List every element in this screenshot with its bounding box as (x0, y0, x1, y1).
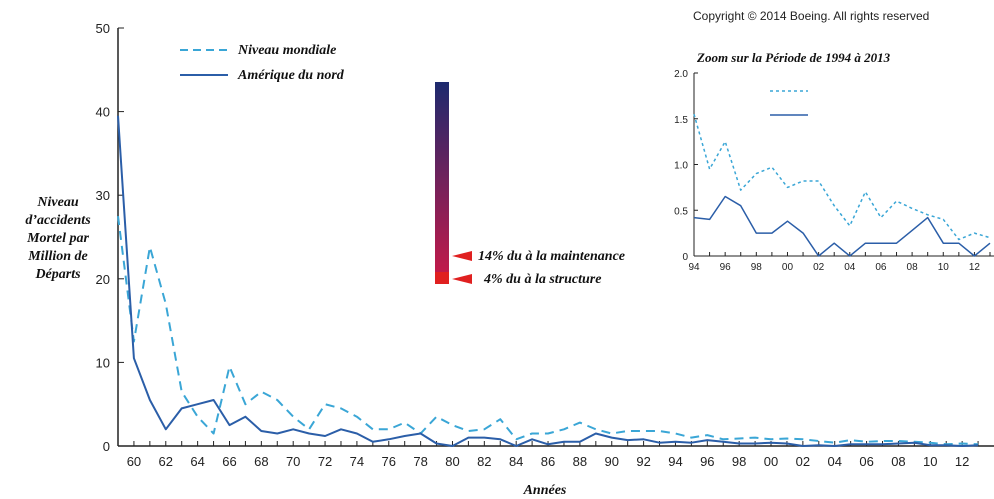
inset-title: Zoom sur la Période de 1994 à 2013 (696, 50, 891, 65)
inset-y-tick-label: 1.5 (674, 115, 688, 126)
main-series-group (117, 115, 979, 447)
main-y-label-line: Niveau (36, 195, 78, 210)
zoom-inset: Zoom sur la Période de 1994 à 2013 0 0.5 1… (662, 38, 994, 273)
main-legend: Niveau mondiale Amérique du nord (180, 43, 345, 83)
main-x-tick-label: 84 (509, 454, 523, 469)
main-series-na-line (117, 115, 979, 447)
main-x-tick-label: 62 (159, 454, 173, 469)
inset-x-tick-label: 98 (751, 262, 763, 273)
main-x-tick-label: 66 (222, 454, 236, 469)
main-y-tick-label: 50 (96, 21, 110, 36)
main-x-tick-label: 00 (764, 454, 778, 469)
main-x-tick-label: 90 (605, 454, 619, 469)
main-y-label-line: Départs (34, 267, 81, 282)
main-x-tick-label: 86 (541, 454, 555, 469)
main-x-tick-label: 06 (859, 454, 873, 469)
legend-world-label: Niveau mondiale (237, 43, 336, 58)
cause-structure-block (435, 272, 449, 284)
main-y-tick-label: 30 (96, 188, 110, 203)
cause-bar: 14% du à la maintenance 4% du à la struc… (435, 82, 625, 287)
cause-gradient-bar (435, 82, 449, 272)
main-y-label-line: Million de (27, 249, 88, 264)
inset-x-tick-label: 94 (688, 262, 700, 273)
main-series-world-line (117, 215, 979, 446)
inset-y-tick-label: 2.0 (674, 69, 688, 80)
main-x-tick-label: 02 (796, 454, 810, 469)
main-x-tick-label: 82 (477, 454, 491, 469)
main-x-tick-label: 60 (127, 454, 141, 469)
main-x-tick-label: 94 (668, 454, 682, 469)
main-y-tick-label: 40 (96, 105, 110, 120)
main-x-tick-label: 88 (573, 454, 587, 469)
main-x-tick-label: 98 (732, 454, 746, 469)
inset-y-tick-label: 0 (682, 252, 688, 263)
inset-x-tick-label: 96 (720, 262, 732, 273)
main-x-tick-label: 04 (827, 454, 841, 469)
inset-x-tick-label: 00 (782, 262, 794, 273)
inset-x-tick-label: 06 (875, 262, 887, 273)
inset-series-group (693, 113, 991, 257)
inset-x-tick-label: 02 (813, 262, 825, 273)
main-x-label: Années (523, 483, 567, 498)
main-x-tick-label: 80 (445, 454, 459, 469)
inset-series-world-line (693, 113, 991, 241)
main-y-label: Niveau d’accidents Mortel par Million de Dép… (25, 195, 91, 282)
main-x-tick-label: 08 (891, 454, 905, 469)
main-x-tick-label: 96 (700, 454, 714, 469)
main-x-tick-label: 68 (254, 454, 268, 469)
inset-y-tick-label: 1.0 (674, 161, 688, 172)
maintenance-marker-arrow (452, 251, 472, 261)
maintenance-annotation: 14% du à la maintenance (478, 249, 625, 264)
main-x-tick-label: 92 (636, 454, 650, 469)
main-x-tick-label: 72 (318, 454, 332, 469)
inset-series-na-line (693, 195, 991, 257)
main-y-tick-label: 20 (96, 272, 110, 287)
structure-marker-arrow (452, 274, 472, 284)
inset-x-ticks: 94 96 98 00 02 04 06 08 10 12 (688, 252, 991, 273)
structure-annotation: 4% du à la structure (483, 272, 601, 287)
main-x-tick-label: 76 (382, 454, 396, 469)
legend-na-label: Amérique du nord (237, 68, 345, 83)
inset-x-tick-label: 12 (969, 262, 981, 273)
inset-x-tick-label: 04 (844, 262, 856, 273)
inset-y-tick-label: 0.5 (674, 206, 688, 217)
inset-background (662, 38, 994, 270)
main-x-tick-label: 70 (286, 454, 300, 469)
inset-x-tick-label: 08 (907, 262, 919, 273)
main-y-tick-label: 10 (96, 355, 110, 370)
copyright-notice: Copyright © 2014 Boeing. All rights rese… (693, 9, 929, 23)
inset-x-tick-label: 10 (938, 262, 950, 273)
main-y-ticks: 0 10 20 30 40 50 (96, 21, 124, 454)
main-y-label-line: d’accidents (25, 213, 91, 228)
main-x-tick-label: 74 (350, 454, 364, 469)
main-axes (117, 28, 994, 447)
main-x-ticks: 60 62 64 66 68 70 72 74 76 78 80 82 84 86 88 90 92 94 96 98… (117, 441, 979, 469)
main-x-tick-label: 10 (923, 454, 937, 469)
main-x-tick-label: 78 (413, 454, 427, 469)
main-x-tick-label: 12 (955, 454, 969, 469)
main-x-tick-label: 64 (190, 454, 204, 469)
main-y-label-line: Mortel par (26, 231, 89, 246)
main-y-tick-label: 0 (103, 439, 110, 454)
inset-y-ticks: 0 0.5 1.0 1.5 2.0 (674, 69, 698, 263)
